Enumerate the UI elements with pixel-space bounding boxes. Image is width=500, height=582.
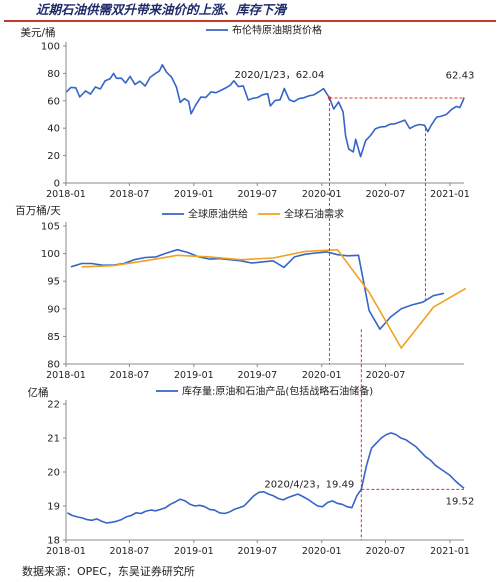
y-tick-label: 90: [47, 304, 60, 315]
y-tick-label: 0: [54, 179, 60, 190]
x-tick-label: 2020-07: [366, 370, 406, 381]
y-tick-label: 21: [47, 434, 60, 445]
x-tick-label: 2018-01: [46, 189, 86, 200]
y-tick-label: 100: [41, 249, 60, 260]
data-annotation: 2020/4/23，19.49: [264, 479, 354, 490]
data-annotation: 62.43: [446, 70, 475, 81]
series-line: [67, 432, 465, 524]
x-tick-label: 2020-07: [366, 546, 406, 557]
x-tick-label: 2021-01: [430, 189, 470, 200]
series-line: [81, 248, 467, 349]
y-tick-label: 105: [41, 222, 60, 233]
x-tick-label: 2018-01: [46, 546, 86, 557]
x-tick-label: 2019-07: [237, 546, 277, 557]
x-tick-label: 2018-07: [110, 189, 150, 200]
x-tick-label: 2018-01: [46, 370, 86, 381]
legend-label: 全球原油供给: [188, 208, 248, 221]
y-tick-label: 18: [47, 536, 60, 547]
x-tick-label: 2021-01: [430, 546, 470, 557]
series-line: [70, 248, 445, 330]
x-tick-label: 2019-01: [174, 189, 214, 200]
figure-title: 近期石油供需双升带来油价的上涨、库存下滑: [36, 2, 287, 17]
data-annotation: 2020/1/23，62.04: [235, 70, 325, 81]
data-annotation: 19.52: [446, 496, 475, 507]
source-note: 数据来源：OPEC，东吴证券研究所: [22, 565, 195, 578]
y-tick-label: 85: [47, 332, 60, 343]
y-axis-label: 百万桶/天: [15, 204, 61, 217]
x-tick-label: 2019-01: [174, 370, 214, 381]
x-tick-label: 2019-07: [237, 189, 277, 200]
y-tick-label: 40: [47, 124, 60, 135]
x-tick-label: 2020-01: [302, 546, 342, 557]
y-tick-label: 22: [47, 400, 60, 411]
y-tick-label: 95: [47, 277, 60, 288]
y-axis-label: 亿桶: [28, 386, 49, 399]
y-tick-label: 80: [47, 69, 60, 80]
y-tick-label: 80: [47, 360, 60, 371]
y-tick-label: 60: [47, 96, 60, 107]
x-tick-label: 2019-01: [174, 546, 214, 557]
x-tick-label: 2020-07: [366, 189, 406, 200]
legend-label: 全球石油需求: [284, 208, 344, 221]
title-underline: [4, 20, 496, 22]
x-tick-label: 2018-07: [110, 370, 150, 381]
y-tick-label: 100: [41, 42, 60, 53]
series-line: [65, 64, 465, 158]
y-tick-label: 19: [47, 502, 60, 513]
legend-label: 库存量:原油和石油产品(包括战略石油储备): [182, 385, 373, 398]
x-tick-label: 2019-07: [237, 370, 277, 381]
y-axis-label: 美元/桶: [20, 26, 55, 39]
x-tick-label: 2018-07: [110, 546, 150, 557]
x-tick-label: 2020-01: [302, 370, 342, 381]
y-tick-label: 20: [47, 468, 60, 479]
annotation-marker: [327, 96, 332, 100]
legend-label: 布伦特原油期货价格: [232, 24, 322, 37]
x-tick-label: 2020-01: [302, 189, 342, 200]
y-tick-label: 20: [47, 151, 60, 162]
